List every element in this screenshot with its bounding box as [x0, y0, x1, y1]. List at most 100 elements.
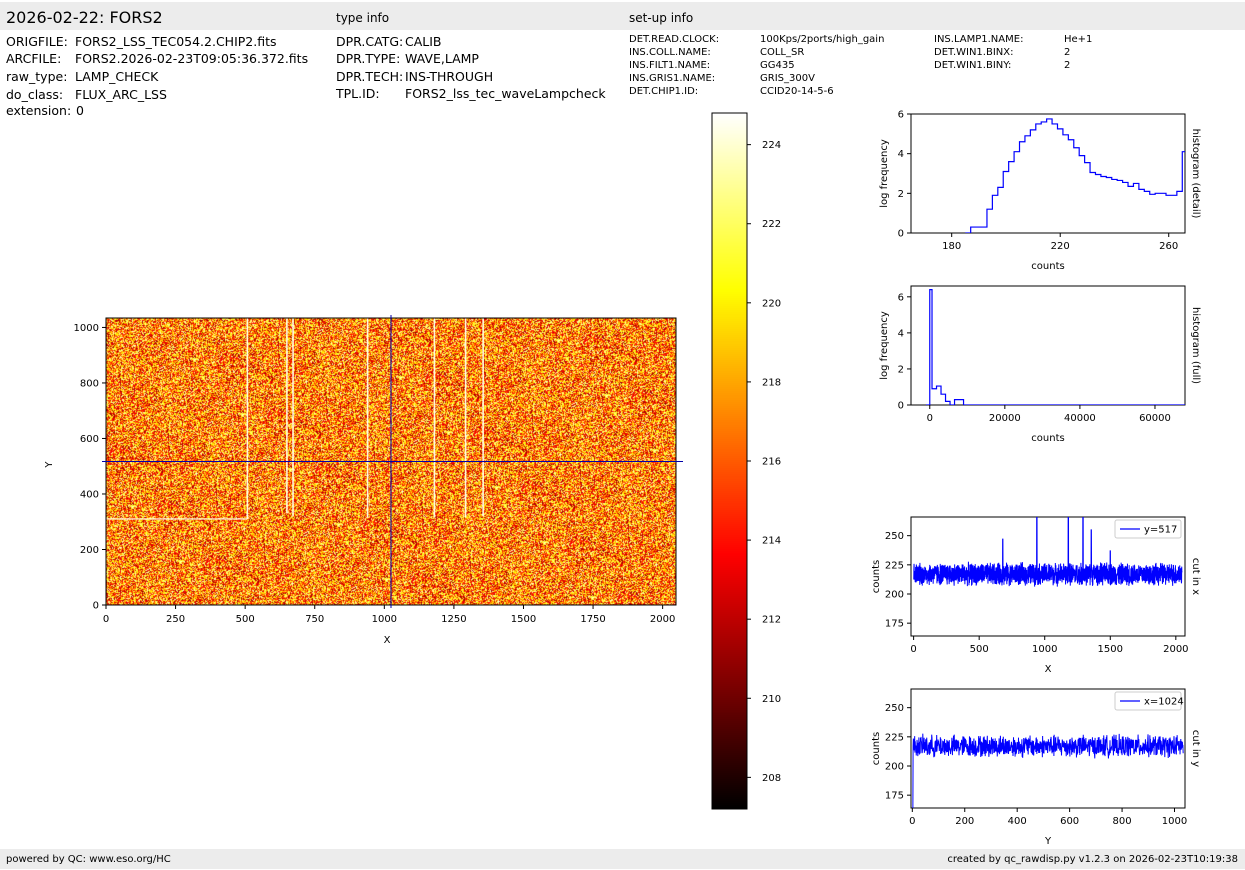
side-label: histogram (full) [1190, 307, 1201, 384]
y-tick-label: 4 [898, 328, 904, 339]
x-tick-label: 200 [955, 816, 974, 827]
footer-created-by: created by qc_rawdisp.py v1.2.3 on 2026-… [947, 854, 1238, 865]
x-tick-label: 0 [927, 413, 933, 424]
x-tick-label: 260 [1159, 241, 1178, 252]
setup-info-value: GRIS_300V [760, 73, 815, 84]
cut-in-x-line [913, 517, 1183, 587]
plot-frame [910, 688, 1186, 809]
y-tick-label: 175 [885, 791, 904, 802]
setup-info-value: GG435 [760, 60, 795, 71]
x-tick-label: 1000 [1032, 644, 1057, 655]
x-tick-label: 400 [1008, 816, 1027, 827]
x-axis-label: X [1045, 664, 1052, 675]
y-tick-label: 0 [898, 401, 904, 412]
setup-info-key: INS.COLL.NAME: [629, 47, 711, 58]
x-axis-label: counts [1031, 433, 1064, 444]
legend-cut-y-label: x=1024 [1144, 697, 1184, 708]
x-tick-label: 1000 [1162, 816, 1187, 827]
setup-info-value: CCID20-14-5-6 [760, 86, 834, 97]
histogram-full-line [926, 289, 1185, 405]
legend-cut-x-box [1114, 519, 1182, 539]
type-info-heading: type info [336, 11, 390, 25]
y-tick-label: 200 [885, 590, 904, 601]
x-tick-label: 800 [1113, 816, 1132, 827]
setup-info-key: DET.WIN1.BINY: [934, 60, 1012, 71]
file-info-value: FORS2.2026-02-23T09:05:36.372.fits [75, 51, 309, 66]
setup-info-key: DET.READ.CLOCK: [629, 34, 720, 45]
type-info-value: CALIB [405, 34, 442, 49]
setup-info-value: 100Kps/2ports/high_gain [760, 34, 885, 45]
type-info-key: DPR.TYPE: [336, 51, 401, 66]
setup-info-heading: set-up info [629, 11, 694, 25]
y-tick-label: 6 [898, 292, 904, 303]
y-tick-label: 2 [898, 189, 904, 200]
x-tick-label: 1500 [1098, 644, 1123, 655]
side-label: histogram (detail) [1190, 129, 1201, 219]
type-info-value: FORS2_lss_tec_waveLampcheck [405, 86, 606, 101]
footer-band [0, 849, 1245, 869]
y-tick-label: 200 [885, 762, 904, 773]
type-info-key: DPR.CATG: [336, 34, 404, 49]
file-info-value: LAMP_CHECK [75, 69, 159, 84]
file-info-value: 0 [76, 103, 84, 118]
setup-info-key: INS.FILT1.NAME: [629, 60, 711, 71]
file-info-key: raw_type: [6, 69, 68, 84]
legend-cut-x-label: y=517 [1144, 525, 1177, 536]
setup-info-value: He+1 [1064, 34, 1093, 45]
x-tick-label: 500 [970, 644, 989, 655]
setup-info-value: 2 [1064, 60, 1071, 71]
y-axis-label: counts [871, 560, 882, 593]
header-band [0, 2, 1245, 30]
legend-cut-y-box [1114, 691, 1182, 711]
y-axis-label: log frequency [879, 311, 890, 380]
side-label: cut in x [1190, 558, 1201, 595]
plot-frame [910, 516, 1186, 637]
x-axis-label: counts [1031, 261, 1064, 272]
file-info-key: ARCFILE: [6, 51, 62, 66]
footer-powered-by: powered by QC: www.eso.org/HC [6, 854, 171, 865]
y-tick-label: 225 [885, 732, 904, 743]
setup-info-key: INS.GRIS1.NAME: [629, 73, 716, 84]
setup-info-key: INS.LAMP1.NAME: [934, 34, 1024, 45]
setup-info-key: DET.WIN1.BINX: [934, 47, 1014, 58]
file-info-key: extension: [6, 103, 72, 118]
page-title: 2026-02-22: FORS2 [6, 8, 163, 27]
setup-info-key: DET.CHIP1.ID: [629, 86, 699, 97]
x-tick-label: 220 [1051, 241, 1070, 252]
histogram-detail-line [965, 118, 1185, 233]
type-info-value: INS-THROUGH [405, 69, 494, 84]
y-tick-label: 250 [885, 531, 904, 542]
setup-info-value: COLL_SR [760, 47, 805, 58]
file-info-value: FORS2_LSS_TEC054.2.CHIP2.fits [75, 34, 277, 49]
setup-info-value: 2 [1064, 47, 1071, 58]
y-tick-label: 2 [898, 364, 904, 375]
x-tick-label: 180 [942, 241, 961, 252]
cut-in-y-line [912, 733, 1184, 808]
y-axis-label: log frequency [879, 139, 890, 208]
x-tick-label: 0 [910, 644, 916, 655]
x-tick-label: 600 [1060, 816, 1079, 827]
file-info-key: do_class: [6, 87, 64, 102]
y-tick-label: 4 [898, 149, 904, 160]
side-label: cut in y [1190, 730, 1201, 767]
y-tick-label: 0 [898, 229, 904, 240]
y-tick-label: 6 [898, 110, 904, 121]
x-tick-label: 20000 [989, 413, 1021, 424]
plot-frame [910, 113, 1186, 234]
x-axis-label: Y [1044, 836, 1052, 847]
type-info-key: TPL.ID: [336, 86, 380, 101]
type-info-key: DPR.TECH: [336, 69, 404, 84]
file-info-value: FLUX_ARC_LSS [75, 87, 167, 102]
y-tick-label: 175 [885, 619, 904, 630]
x-tick-label: 40000 [1064, 413, 1096, 424]
y-tick-label: 250 [885, 703, 904, 714]
x-tick-label: 2000 [1163, 644, 1188, 655]
y-axis-label: counts [871, 732, 882, 765]
type-info-value: WAVE,LAMP [405, 51, 479, 66]
x-tick-label: 60000 [1139, 413, 1171, 424]
file-info-key: ORIGFILE: [6, 34, 68, 49]
